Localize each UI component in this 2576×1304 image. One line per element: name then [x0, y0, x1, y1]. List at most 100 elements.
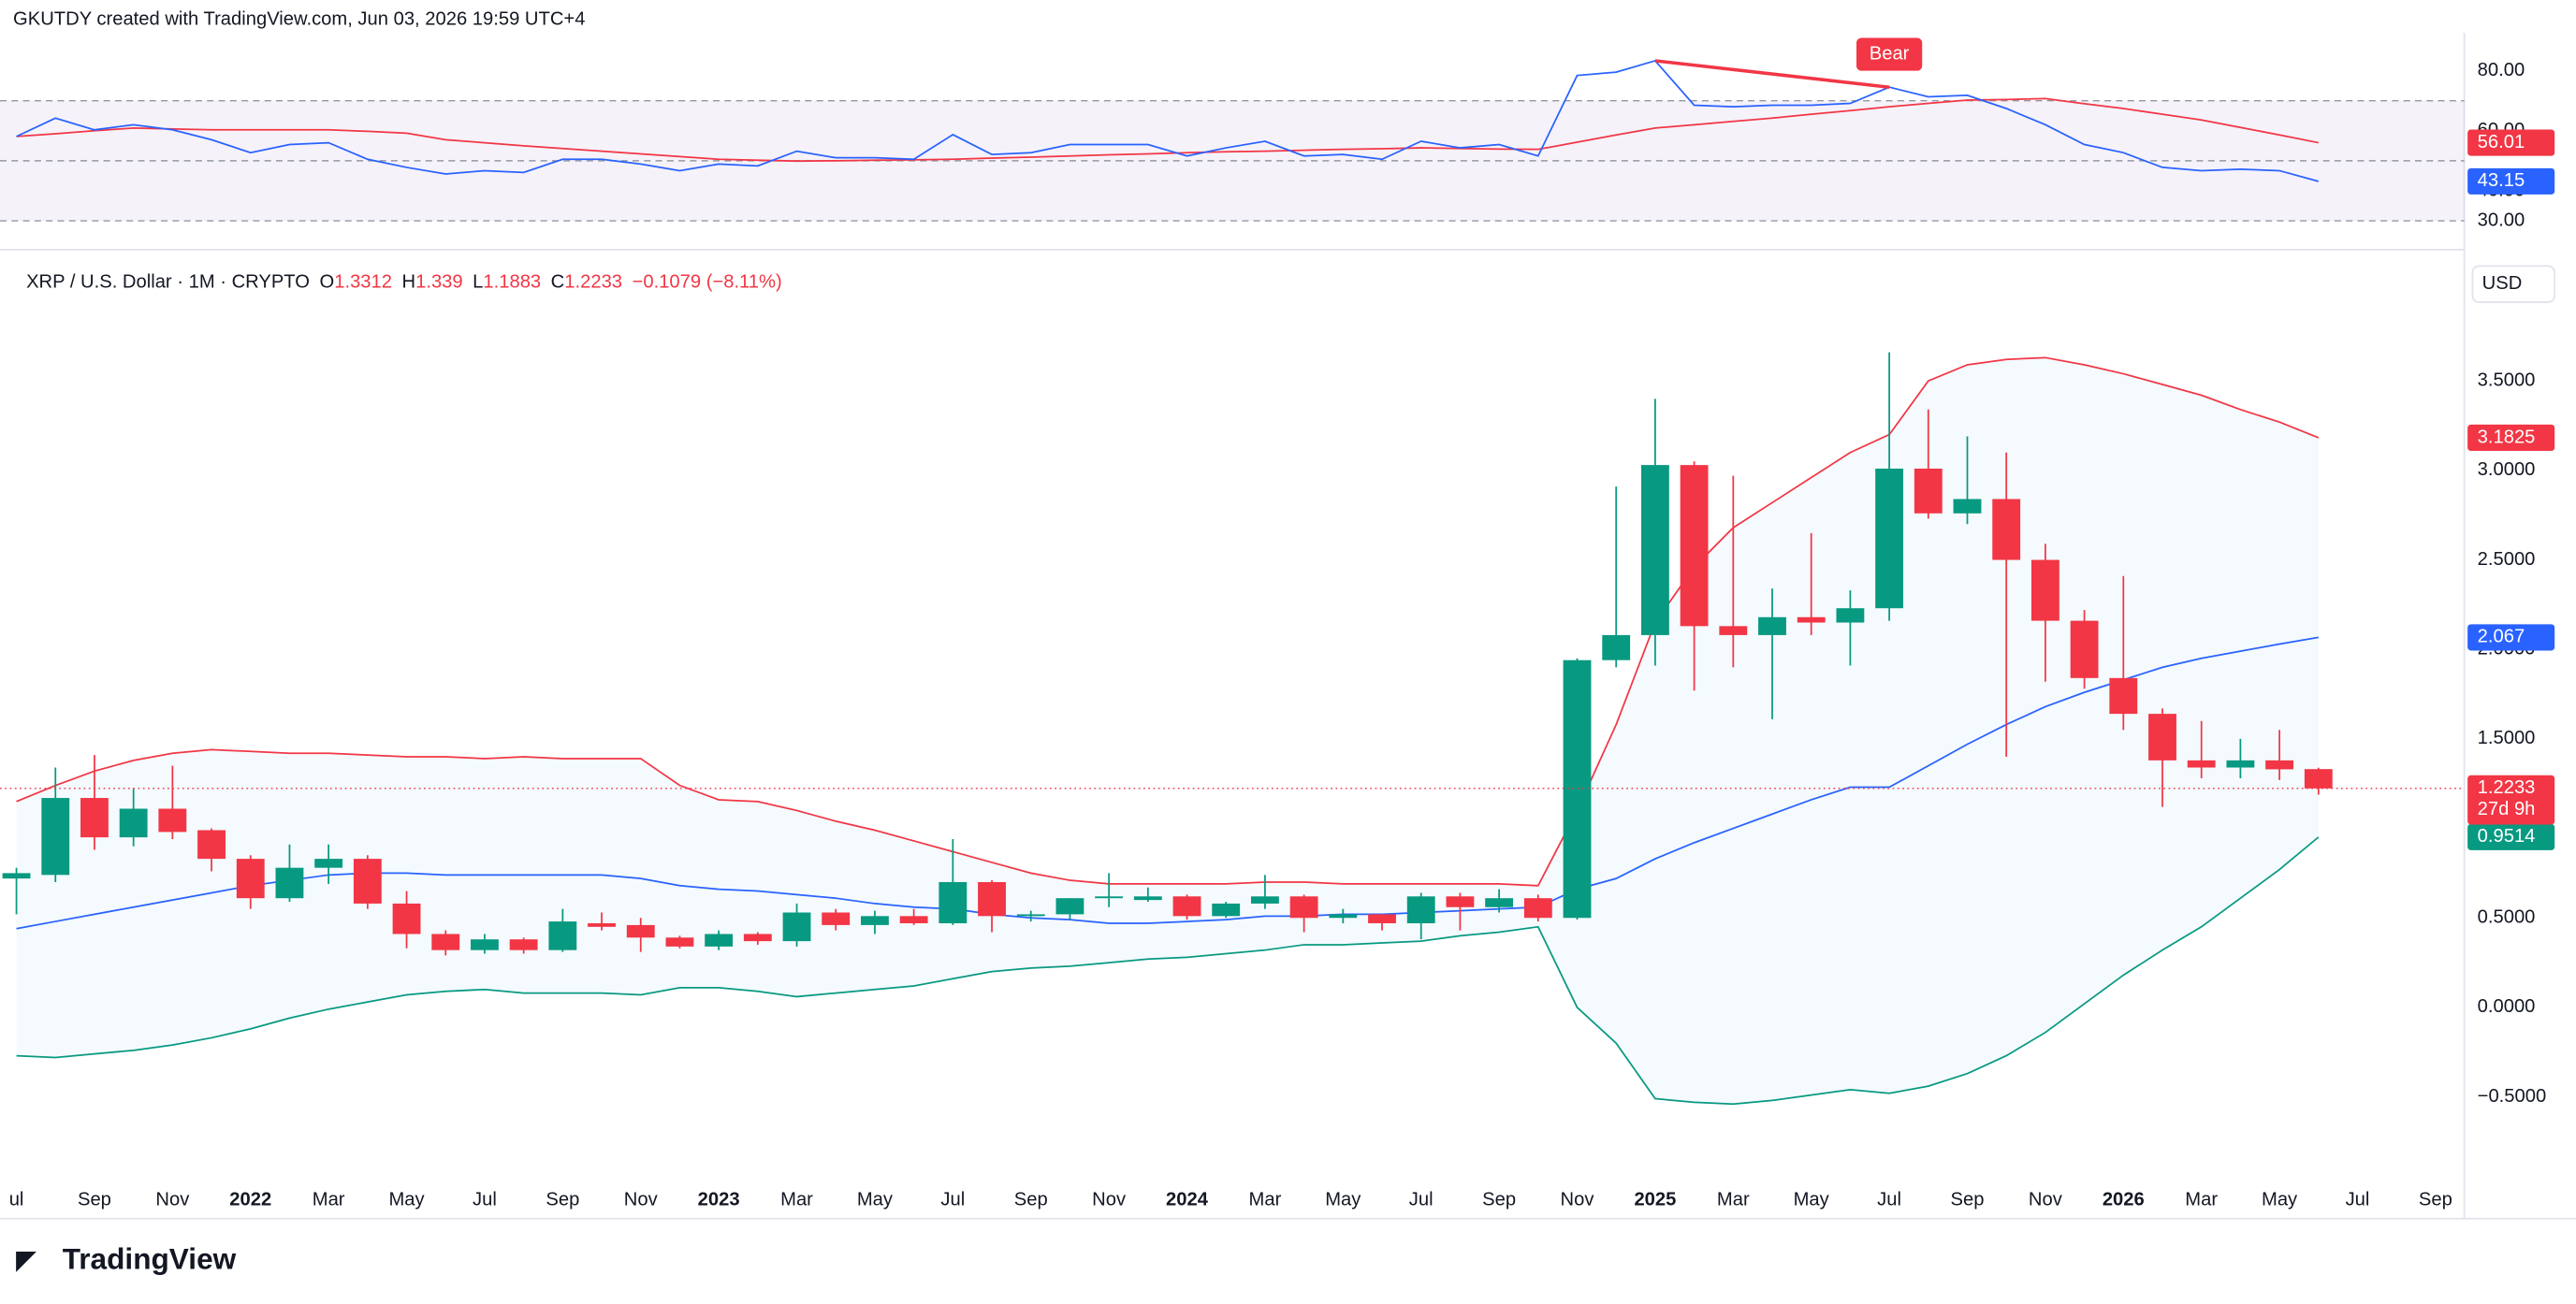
- candle-body: [509, 939, 538, 950]
- y-tick-label: 3.0000: [2478, 459, 2536, 480]
- candle-body: [1719, 626, 1748, 635]
- x-tick-label: Sep: [1951, 1190, 1985, 1210]
- candle-body: [1172, 896, 1201, 917]
- x-tick-label: Mar: [1717, 1190, 1750, 1210]
- candle-body: [2030, 559, 2059, 621]
- rsi-tick-label: 80.00: [2478, 60, 2525, 80]
- x-tick-label: 2025: [1634, 1190, 1676, 1210]
- ohlc-prefix: H: [402, 271, 416, 292]
- candle-body: [471, 939, 499, 950]
- logo: ◤ TradingView: [16, 1242, 237, 1276]
- ohlc-prefix: O: [320, 271, 335, 292]
- candle-body: [2187, 760, 2216, 768]
- candle-body: [1836, 608, 1865, 623]
- x-tick-label: ul: [9, 1190, 24, 1210]
- x-tick-label: Mar: [313, 1190, 345, 1210]
- candle-body: [2148, 714, 2176, 761]
- basis-value: 2.067: [2478, 627, 2525, 647]
- x-tick-label: Jul: [1877, 1190, 1901, 1210]
- x-tick-label: Jul: [940, 1190, 965, 1210]
- candle-body: [2070, 620, 2099, 678]
- upper-value: 3.1825: [2478, 427, 2536, 447]
- x-tick-label: May: [857, 1190, 894, 1210]
- candle-body: [588, 922, 616, 927]
- candle-body: [353, 859, 382, 904]
- x-tick-label: Nov: [155, 1190, 190, 1210]
- currency-button[interactable]: [2471, 265, 2556, 303]
- candle-body: [431, 934, 460, 950]
- x-tick-label: May: [2262, 1190, 2298, 1210]
- candle-body: [899, 916, 928, 923]
- y-tick-label: 3.5000: [2478, 370, 2536, 391]
- candle-body: [782, 912, 811, 942]
- x-tick-label: Sep: [2419, 1190, 2452, 1210]
- candle-body: [626, 924, 655, 938]
- x-tick-label: Sep: [1014, 1190, 1048, 1210]
- candle-body: [1406, 896, 1435, 923]
- band-upper: [16, 356, 2320, 887]
- candle-body: [236, 859, 265, 899]
- candle-body: [119, 808, 148, 838]
- candle-body: [275, 867, 304, 899]
- currency[interactable]: USD: [2482, 273, 2523, 294]
- x-tick-label: Nov: [2029, 1190, 2063, 1210]
- rsi-ma-value: 56.01: [2478, 132, 2525, 152]
- x-tick-label: Sep: [78, 1190, 111, 1210]
- last-price: 1.2233: [2478, 777, 2536, 798]
- ohlc-prefix: L: [473, 271, 483, 292]
- countdown: 27d 9h: [2478, 799, 2536, 819]
- basis-value-box: [2467, 624, 2555, 651]
- candle-body: [80, 798, 109, 838]
- x-tick-label: Mar: [1249, 1190, 1282, 1210]
- divergence-label: Bear: [1870, 43, 1910, 64]
- candle-body: [1055, 898, 1084, 915]
- x-tick-label: Jul: [1409, 1190, 1434, 1210]
- x-tick-label: 2023: [698, 1190, 740, 1210]
- lower-value: 0.9514: [2478, 826, 2536, 847]
- rsi-ma-value-box: [2467, 129, 2555, 156]
- candle-body: [1914, 468, 1943, 514]
- candle-body: [1133, 896, 1162, 901]
- candle-body: [2265, 760, 2294, 770]
- candle-body: [861, 916, 889, 925]
- x-tick-label: Nov: [624, 1190, 659, 1210]
- candle-body: [1797, 616, 1826, 623]
- x-tick-label: Nov: [1561, 1190, 1595, 1210]
- x-tick-label: Mar: [2185, 1190, 2218, 1210]
- upper-value-box: [2467, 424, 2555, 451]
- ohlc-value: 1.3312: [334, 271, 392, 292]
- candle-body: [1329, 914, 1358, 919]
- candle-body: [1602, 634, 1631, 660]
- x-tick-label: May: [1325, 1190, 1361, 1210]
- y-tick-label: 1.5000: [2478, 728, 2536, 748]
- candle-body: [939, 881, 968, 923]
- logo-mark: ◤: [16, 1245, 37, 1273]
- last-price-box: [2467, 775, 2555, 825]
- candle-body: [1095, 896, 1124, 899]
- candle-body: [1523, 898, 1552, 919]
- candle-body: [2, 873, 31, 879]
- candle-body: [41, 798, 70, 876]
- divergence-label-box: [1856, 37, 1923, 71]
- ohlc-value: 1.2233: [564, 271, 622, 292]
- band-basis: [16, 636, 2319, 930]
- rsi-tick-label: 30.00: [2478, 210, 2525, 230]
- candle-body: [1250, 896, 1279, 904]
- candle-body: [1758, 616, 1786, 635]
- y-tick-label: 0.5000: [2478, 907, 2536, 928]
- band-fill: [16, 357, 2319, 1105]
- candle-body: [2226, 760, 2255, 768]
- credit: GKUTDY created with TradingView.com, Jun…: [13, 8, 585, 29]
- candle-body: [197, 830, 226, 860]
- candle-body: [978, 881, 1006, 917]
- candle-body: [158, 808, 187, 833]
- x-tick-label: Sep: [1482, 1190, 1516, 1210]
- x-tick-label: Jul: [2346, 1190, 2370, 1210]
- logo-text: TradingView: [63, 1242, 237, 1276]
- candle-body: [705, 934, 734, 947]
- x-tick-label: 2024: [1166, 1190, 1209, 1210]
- legend: XRP / U.S. Dollar · 1M · CRYPTO O 1.3312 H…: [26, 271, 782, 292]
- candle-body: [314, 859, 343, 868]
